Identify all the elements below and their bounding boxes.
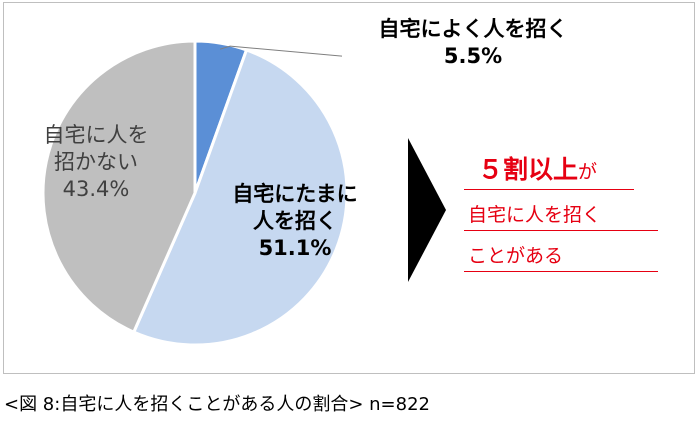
chevron-right-icon <box>408 138 446 282</box>
slice-label-often-line1: 自宅によく人を招く <box>378 17 568 41</box>
callout-line-3: ことがある <box>464 237 658 272</box>
callout-headline: ５割以上が <box>464 146 634 190</box>
slice-label-never-value: 43.4% <box>62 176 130 201</box>
pie-slice-never <box>41 39 197 335</box>
callout-headline-main: ５割以上 <box>478 155 579 184</box>
pie-slice-sometimes <box>131 48 349 347</box>
callout-line-2: 自宅に人を招く <box>464 196 658 231</box>
slice-label-sometimes-line1: 自宅にたまに <box>232 182 358 206</box>
callout-headline-suffix: が <box>578 161 598 183</box>
slice-label-often-value: 5.5% <box>443 43 503 68</box>
slice-label-never-line1: 自宅に人を <box>43 123 149 147</box>
slice-label-often: 自宅によく人を招く 5.5% <box>342 16 604 70</box>
slice-label-sometimes-value: 51.1% <box>258 235 332 260</box>
slice-label-never: 自宅に人を 招かない 43.4% <box>28 122 164 203</box>
slice-label-sometimes: 自宅にたまに 人を招く 51.1% <box>196 181 394 262</box>
slice-label-never-line2: 招かない <box>54 149 138 174</box>
slice-label-sometimes-line2: 人を招く <box>253 208 337 233</box>
callout: ５割以上が 自宅に人を招く ことがある <box>464 146 664 272</box>
leader-line-often <box>219 45 343 57</box>
figure-caption: <図 8:自宅に人を招くことがある人の割合> n=822 <box>4 394 430 415</box>
